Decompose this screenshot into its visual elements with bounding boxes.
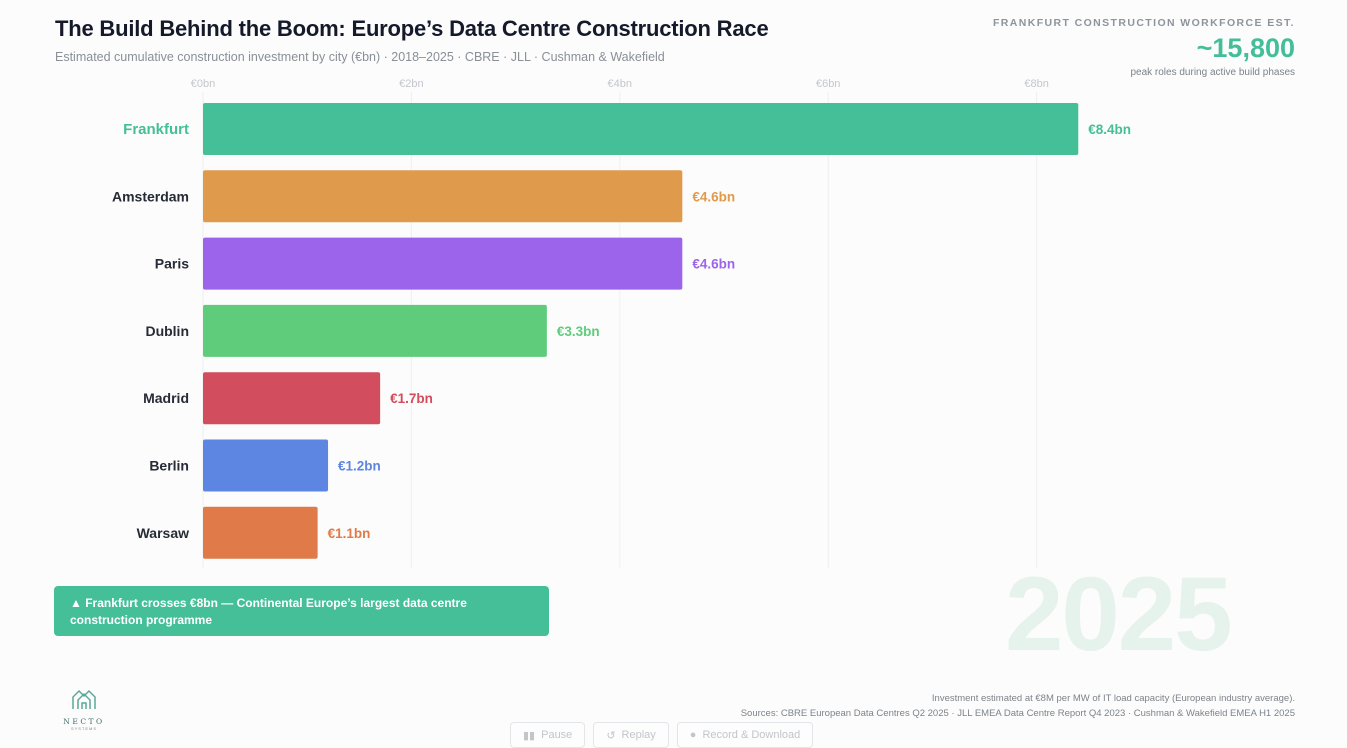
- category-label: Berlin: [149, 458, 189, 474]
- x-tick-label: €8bn: [1024, 78, 1048, 90]
- chart-subtitle: Estimated cumulative construction invest…: [55, 50, 665, 64]
- category-label: Frankfurt: [123, 121, 189, 138]
- replay-icon: ↺: [606, 729, 616, 742]
- category-label: Paris: [155, 256, 189, 272]
- pause-button[interactable]: ▮▮ Pause: [510, 722, 586, 748]
- category-label: Amsterdam: [112, 188, 189, 204]
- year-watermark: 2025: [1005, 556, 1233, 673]
- replay-label: Replay: [621, 729, 656, 741]
- x-tick-label: €0bn: [191, 78, 215, 90]
- footnote-method: Investment estimated at €8M per MW of IT…: [931, 693, 1295, 704]
- bar: [203, 304, 547, 357]
- value-label: €3.3bn: [557, 324, 600, 339]
- necto-logo: NECTO SYSTEMS: [58, 685, 110, 731]
- bar: [203, 439, 329, 492]
- pause-icon: ▮▮: [523, 729, 536, 742]
- value-label: €4.6bn: [692, 257, 735, 272]
- kpi-label: FRANKFURT CONSTRUCTION WORKFORCE EST.: [992, 17, 1295, 29]
- value-label: €8.4bn: [1088, 122, 1131, 137]
- record-label: Record & Download: [702, 729, 801, 741]
- value-label: €1.1bn: [328, 526, 371, 541]
- kpi-note: peak roles during active build phases: [1130, 67, 1295, 78]
- category-label: Madrid: [143, 390, 189, 406]
- footnote-sources: Sources: CBRE European Data Centres Q2 2…: [740, 708, 1295, 719]
- bar: [203, 372, 381, 425]
- bar-chart: €0bn €2bn €4bn €6bn €8bn Frankfurt €8.4bn Amste…: [112, 78, 1131, 568]
- value-label: €1.2bn: [338, 459, 381, 474]
- pause-label: Pause: [541, 729, 573, 741]
- value-label: €1.7bn: [390, 391, 433, 406]
- logo-icon: [72, 689, 96, 709]
- replay-button[interactable]: ↺ Replay: [593, 722, 669, 748]
- playback-controls: ▮▮ Pause ↺ Replay ● Record & Download: [510, 722, 814, 748]
- bar: [203, 237, 683, 290]
- record-icon: ●: [689, 729, 697, 741]
- value-label: €4.6bn: [692, 189, 735, 204]
- record-download-button[interactable]: ● Record & Download: [676, 722, 814, 748]
- logo-sub: SYSTEMS: [70, 726, 98, 731]
- x-tick-label: €4bn: [608, 78, 632, 90]
- kpi-value: ~15,800: [1196, 33, 1295, 63]
- source-footnote: Investment estimated at €8M per MW of IT…: [695, 691, 1295, 721]
- category-label: Dublin: [145, 323, 189, 339]
- x-tick-label: €2bn: [399, 78, 423, 90]
- bar: [203, 170, 683, 223]
- milestone-callout: ▲ Frankfurt crosses €8bn — Continental E…: [54, 586, 549, 636]
- chart-title: The Build Behind the Boom: Europe’s Data…: [55, 16, 769, 41]
- logo-name: NECTO: [63, 717, 105, 726]
- x-tick-label: €6bn: [816, 78, 840, 90]
- bar: [203, 506, 318, 559]
- category-label: Warsaw: [137, 525, 190, 541]
- bar: [203, 103, 1079, 155]
